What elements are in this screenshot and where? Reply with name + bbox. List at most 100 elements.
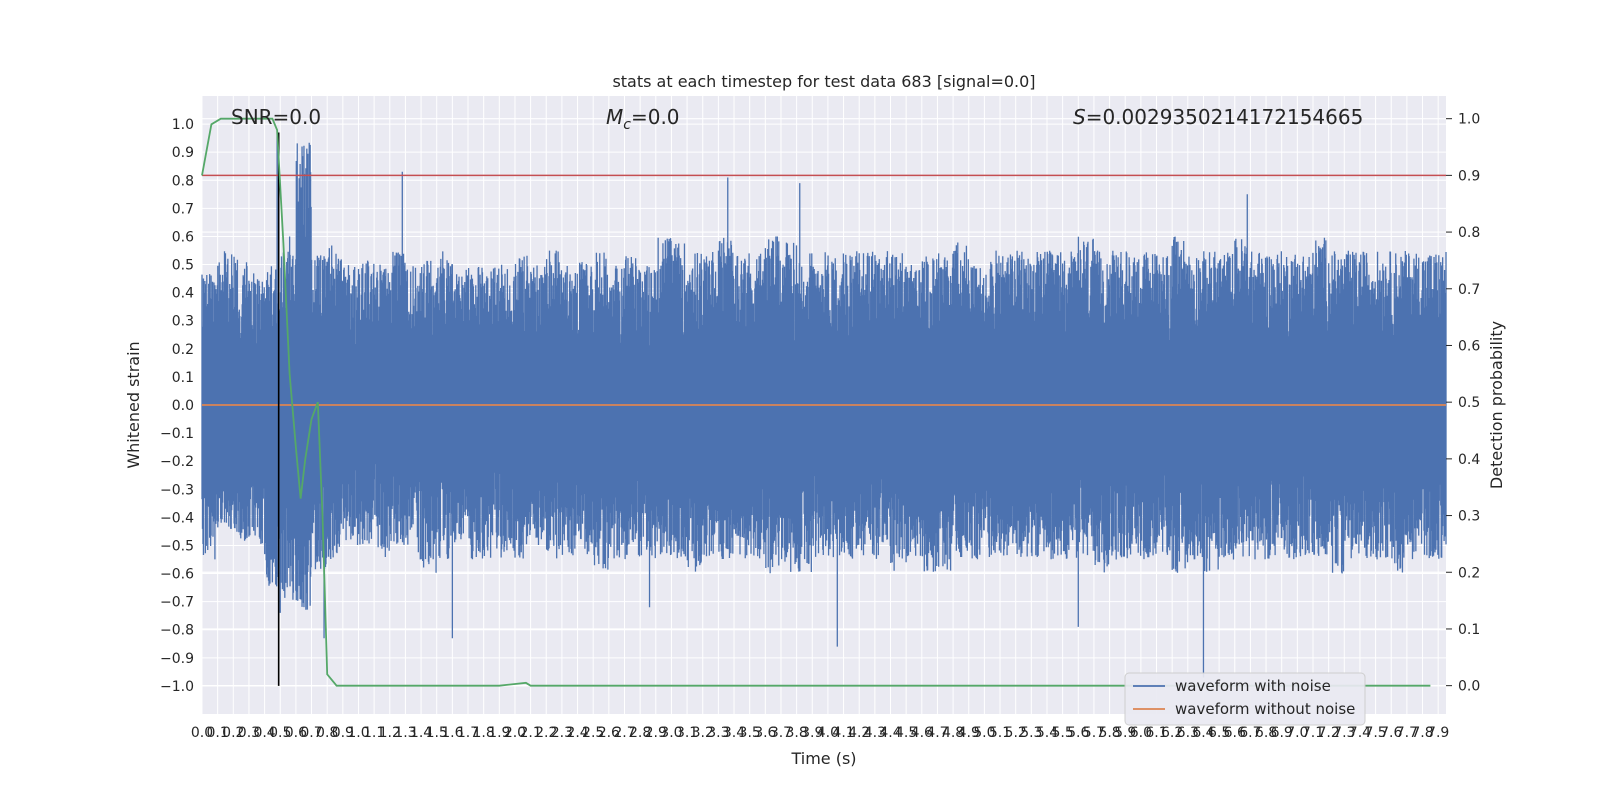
x-tick-label-66: 6.6 <box>1224 725 1246 741</box>
x-tick-label-77: 7.7 <box>1396 725 1418 741</box>
x-tick-label-15: 1.5 <box>426 725 448 741</box>
x-tick-label-46: 4.6 <box>911 725 933 741</box>
x-tick-label-14: 1.4 <box>410 725 432 741</box>
x-tick-label-40: 4.0 <box>817 725 839 741</box>
x-tick-label-47: 4.7 <box>926 725 948 741</box>
x-tick-label-32: 3.2 <box>692 725 714 741</box>
y2-axis-label: Detection probability <box>1487 321 1506 489</box>
x-tick-label-72: 7.2 <box>1318 725 1340 741</box>
x-tick-label-58: 5.8 <box>1098 725 1120 741</box>
x-tick-label-7: 0.7 <box>300 725 322 741</box>
x-tick-label-45: 4.5 <box>895 725 917 741</box>
y-tick-label-5: −0.5 <box>160 538 194 554</box>
y-tick-label-16: 0.6 <box>172 229 194 245</box>
x-tick-label-79: 7.9 <box>1427 725 1449 741</box>
x-tick-label-1: 0.1 <box>207 725 229 741</box>
y-axis-ticks: −1.0 −0.9 −0.8 −0.7 −0.6 −0.5 −0.4 −0.3 −0.2 −0.1… <box>160 117 194 695</box>
x-tick-label-59: 5.9 <box>1114 725 1136 741</box>
x-tick-label-35: 3.5 <box>739 725 761 741</box>
x-tick-label-44: 4.4 <box>879 725 901 741</box>
x-tick-label-24: 2.4 <box>566 725 588 741</box>
y2-tick-label-9: 0.9 <box>1458 168 1480 184</box>
x-tick-label-57: 5.7 <box>1083 725 1105 741</box>
x-tick-label-8: 0.8 <box>316 725 338 741</box>
x-tick-label-65: 6.5 <box>1208 725 1230 741</box>
snr-annotation: SNR=0.0 <box>231 105 321 129</box>
x-tick-label-74: 7.4 <box>1349 725 1371 741</box>
x-tick-label-12: 1.2 <box>379 725 401 741</box>
x-tick-label-71: 7.1 <box>1302 725 1324 741</box>
y2-tick-label-2: 0.2 <box>1458 565 1480 581</box>
x-tick-label-26: 2.6 <box>598 725 620 741</box>
x-tick-label-53: 5.3 <box>1020 725 1042 741</box>
x-tick-label-41: 4.1 <box>832 725 854 741</box>
legend-label-clean: waveform without noise <box>1175 700 1355 718</box>
x-tick-label-27: 2.7 <box>613 725 635 741</box>
y-tick-label-18: 0.8 <box>172 173 194 189</box>
s-value: =0.0029350214172154665 <box>1086 105 1364 129</box>
y-tick-label-6: −0.4 <box>160 510 194 526</box>
y-tick-label-0: −1.0 <box>160 679 194 695</box>
x-tick-label-18: 1.8 <box>473 725 495 741</box>
mc-annotation: Mc=0.0 <box>606 105 680 133</box>
x-tick-label-70: 7.0 <box>1286 725 1308 741</box>
x-tick-label-69: 6.9 <box>1271 725 1293 741</box>
mc-subscript: c <box>623 117 631 133</box>
x-tick-label-31: 3.1 <box>676 725 698 741</box>
detection-probability-line <box>201 117 1431 687</box>
x-tick-label-36: 3.6 <box>754 725 776 741</box>
x-tick-label-19: 1.9 <box>488 725 510 741</box>
y-tick-label-11: 0.1 <box>172 370 194 386</box>
x-tick-label-17: 1.7 <box>457 725 479 741</box>
x-tick-label-37: 3.7 <box>770 725 792 741</box>
x-tick-label-25: 2.5 <box>582 725 604 741</box>
s-symbol: S <box>1073 105 1086 129</box>
x-tick-label-62: 6.2 <box>1161 725 1183 741</box>
x-tick-label-20: 2.0 <box>504 725 526 741</box>
y2-axis-ticks: 0.0 0.1 0.2 0.3 0.4 0.5 0.6 0.7 0.8 0.9 1.0 <box>1446 112 1480 695</box>
x-tick-label-4: 0.4 <box>253 725 275 741</box>
legend-label-noise: waveform with noise <box>1175 677 1331 695</box>
y2-tick-label-5: 0.5 <box>1458 395 1480 411</box>
y-tick-label-17: 0.7 <box>172 201 194 217</box>
x-tick-label-50: 5.0 <box>973 725 995 741</box>
y2-tick-label-4: 0.4 <box>1458 452 1480 468</box>
x-tick-label-61: 6.1 <box>1145 725 1167 741</box>
x-tick-label-60: 6.0 <box>1130 725 1152 741</box>
x-tick-label-22: 2.2 <box>535 725 557 741</box>
x-tick-label-9: 0.9 <box>332 725 354 741</box>
y2-tick-label-6: 0.6 <box>1458 338 1480 354</box>
x-tick-label-52: 5.2 <box>1005 725 1027 741</box>
y-tick-label-4: −0.6 <box>160 567 194 583</box>
s-annotation: S=0.0029350214172154665 <box>1073 105 1363 129</box>
x-tick-label-55: 5.5 <box>1051 725 1073 741</box>
x-tick-label-11: 1.1 <box>363 725 385 741</box>
x-tick-label-30: 3.0 <box>660 725 682 741</box>
x-tick-label-63: 6.3 <box>1177 725 1199 741</box>
x-tick-label-48: 4.8 <box>942 725 964 741</box>
x-axis-ticks: 0.00.10.20.30.40.50.60.70.80.91.01.11.21… <box>191 725 1449 741</box>
x-tick-label-29: 2.9 <box>645 725 667 741</box>
y-tick-label-13: 0.3 <box>172 314 194 330</box>
y2-tick-label-8: 0.8 <box>1458 225 1480 241</box>
x-tick-label-13: 1.3 <box>394 725 416 741</box>
y-tick-label-2: −0.8 <box>160 623 194 639</box>
x-tick-label-23: 2.3 <box>551 725 573 741</box>
y-tick-label-19: 0.9 <box>172 145 194 161</box>
chart-marks <box>201 117 1446 687</box>
x-tick-label-43: 4.3 <box>864 725 886 741</box>
chart-title: stats at each timestep for test data 683… <box>612 72 1035 91</box>
x-tick-label-21: 2.1 <box>519 725 541 741</box>
x-tick-label-54: 5.4 <box>1036 725 1058 741</box>
x-tick-label-42: 4.2 <box>848 725 870 741</box>
y-tick-label-14: 0.4 <box>172 286 194 302</box>
y-tick-label-15: 0.5 <box>172 258 194 274</box>
x-tick-label-0: 0.0 <box>191 725 213 741</box>
y2-tick-label-7: 0.7 <box>1458 282 1480 298</box>
mc-symbol: M <box>606 105 623 129</box>
y-tick-label-8: −0.2 <box>160 454 194 470</box>
x-tick-label-76: 7.6 <box>1380 725 1402 741</box>
x-tick-label-39: 3.9 <box>801 725 823 741</box>
x-tick-label-2: 0.2 <box>222 725 244 741</box>
